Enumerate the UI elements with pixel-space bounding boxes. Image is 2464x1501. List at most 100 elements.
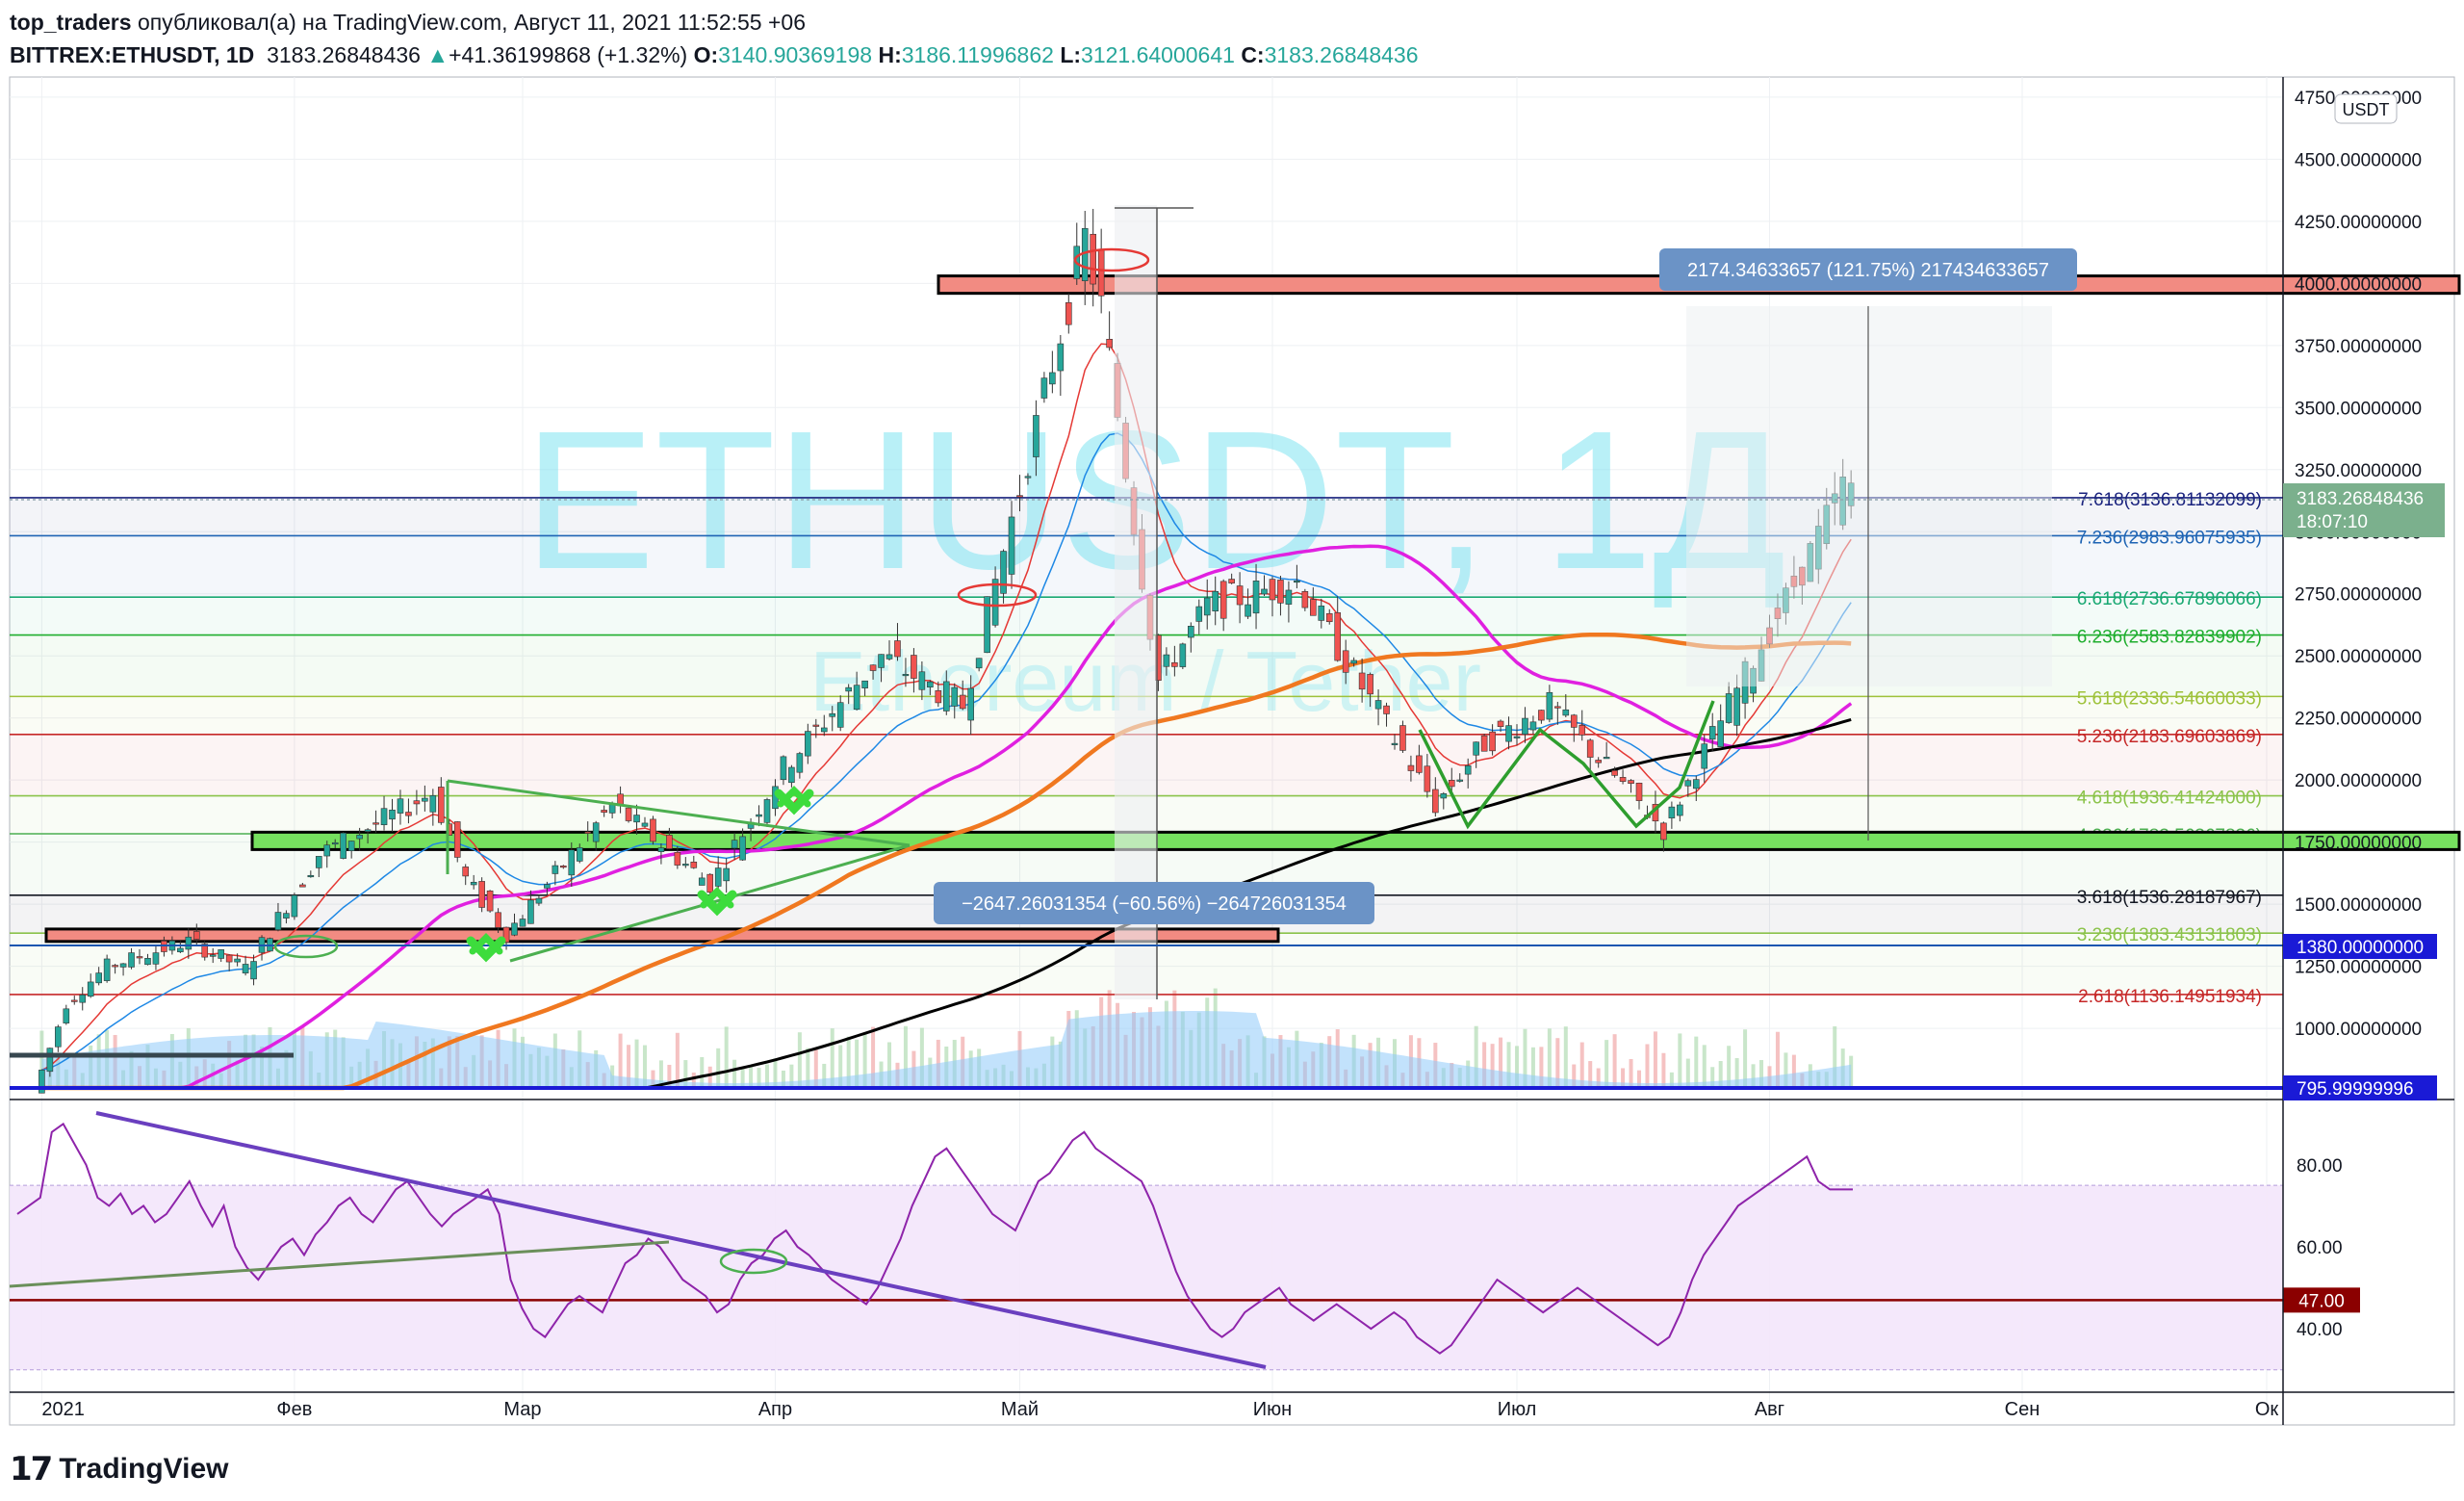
x-tick-label: Фев: [276, 1399, 312, 1420]
rsi-tick-label: 80.00: [2297, 1156, 2343, 1177]
volume-bar: [871, 1026, 876, 1088]
candle-body: [225, 954, 233, 963]
candle-body: [323, 844, 331, 857]
candle-body: [674, 851, 681, 866]
candle-body: [1440, 793, 1448, 799]
volume-bar: [1604, 1040, 1609, 1088]
candle-body: [1692, 779, 1700, 789]
volume-bar: [740, 1068, 745, 1088]
candle-body: [552, 865, 559, 874]
price-zone[interactable]: [44, 927, 1280, 944]
candle-body: [185, 936, 192, 950]
volume-bar: [627, 1045, 631, 1088]
close-value: 3183.26848436: [1264, 42, 1419, 67]
currency-badge[interactable]: [2334, 93, 2398, 124]
candle-body: [70, 999, 78, 1002]
measure-up-box[interactable]: [1659, 248, 2077, 291]
candle-body: [918, 671, 926, 690]
candle-body: [698, 877, 706, 886]
chevron-up-icon: [777, 786, 811, 808]
candle-body: [845, 686, 852, 692]
candle-body: [780, 756, 787, 781]
tradingview-footer[interactable]: 𝟭𝟳 TradingView: [10, 1450, 229, 1488]
candle-body: [544, 884, 551, 889]
trendline-upper: [447, 779, 911, 847]
y-tick-label: 3250.00000000: [2295, 461, 2422, 481]
candle-body: [714, 867, 722, 887]
candle-body: [1677, 804, 1683, 816]
candle-body: [192, 931, 200, 940]
symbol-label[interactable]: BITTREX:ETHUSDT, 1D: [10, 42, 255, 67]
y-tick-label: 2750.00000000: [2295, 585, 2422, 606]
candle-body: [1285, 589, 1293, 605]
price-zone[interactable]: [250, 830, 2461, 851]
candle-body: [1399, 725, 1406, 751]
volume-bar: [862, 1033, 867, 1088]
candle-body: [95, 972, 102, 984]
candle-body: [1619, 777, 1627, 782]
candle-body: [1212, 590, 1219, 611]
chart-canvas[interactable]: ETHUSDT, 1Д Ethereum / Tether 7.618(3136…: [0, 75, 2464, 1442]
x-tick-label: Июн: [1253, 1399, 1292, 1420]
volume-bar: [1588, 1061, 1593, 1088]
chart-header: top_traders опубликовал(а) на TradingVie…: [10, 6, 2454, 71]
volume-bar: [1621, 1068, 1626, 1088]
candle-body: [1016, 495, 1023, 498]
author-link[interactable]: top_traders: [10, 10, 132, 35]
ohlc-line: BITTREX:ETHUSDT, 1D 3183.26848436 ▲+41.3…: [10, 39, 2454, 71]
candle-body: [1301, 591, 1309, 608]
candle-body: [1033, 415, 1040, 457]
low-ellipse: [273, 934, 339, 959]
candle-body: [1008, 516, 1015, 575]
volume-bar: [830, 1028, 834, 1088]
volume-bar: [813, 1048, 818, 1088]
low-label: L:: [1060, 42, 1082, 67]
candle-body: [1318, 606, 1325, 621]
volume-bar: [1523, 1028, 1527, 1088]
candle-body: [495, 912, 501, 928]
candle-body: [242, 964, 249, 973]
low-value: 3121.64000641: [1081, 42, 1235, 67]
fib-label: 5.618(2336.54660033): [2077, 688, 2262, 709]
volume-bar: [1572, 1064, 1577, 1088]
candle-body: [177, 947, 184, 952]
volume-bar: [822, 1063, 827, 1088]
volume-bar: [1506, 1042, 1511, 1088]
level-1380-label: 1380.00000000: [2297, 938, 2424, 958]
candle-body: [820, 727, 828, 733]
candle-body: [429, 795, 437, 813]
candle-body: [592, 822, 600, 842]
candle-body: [331, 841, 339, 845]
open-value: 3140.90369198: [718, 42, 873, 67]
volume-bar: [1499, 1037, 1503, 1088]
candle-body: [364, 829, 372, 832]
candle-body: [739, 836, 746, 861]
high-label: H:: [878, 42, 902, 67]
volume-bar: [1727, 1046, 1732, 1088]
volume-bar: [651, 1070, 655, 1088]
candle-body: [356, 835, 363, 840]
candle-body: [560, 866, 567, 868]
annotations[interactable]: 2174.34633657 (121.75%) 217434633657 −264…: [10, 205, 2435, 1090]
volume-bar: [846, 1036, 851, 1088]
candle-body: [650, 818, 656, 842]
candle-body: [1708, 726, 1716, 740]
candle-body: [756, 814, 762, 817]
last-price-label: 3183.26848436: [2297, 489, 2424, 509]
candle-body: [1660, 822, 1667, 841]
candle-body: [250, 961, 257, 980]
level-796-badge: [2283, 1075, 2437, 1100]
rsi-level-badge: [2283, 1287, 2360, 1313]
volume-bar: [1645, 1044, 1650, 1088]
measure-down-box[interactable]: [934, 882, 1374, 924]
y-tick-label: 3500.00000000: [2295, 399, 2422, 419]
candle-body: [796, 753, 804, 773]
volume-bar: [1515, 1046, 1519, 1088]
candle-body: [1277, 580, 1284, 604]
volume-bar: [716, 1048, 721, 1088]
candle-body: [641, 822, 649, 827]
candle-body: [935, 690, 942, 704]
candle-body: [1325, 612, 1333, 623]
candle-body: [1188, 626, 1194, 638]
candle-body: [152, 952, 160, 965]
